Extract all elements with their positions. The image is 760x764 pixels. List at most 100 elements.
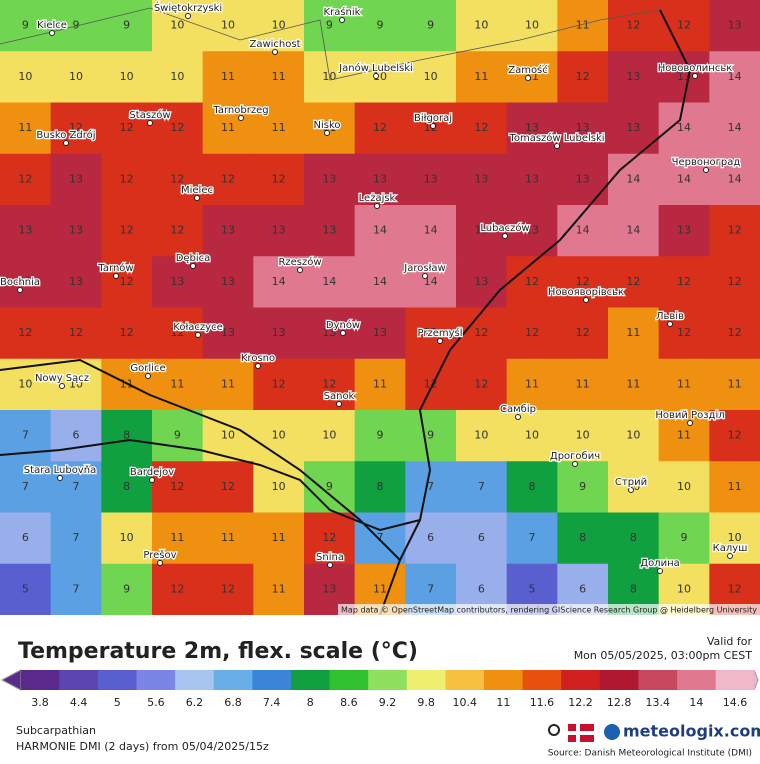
temp-value: 6 <box>427 531 434 544</box>
temp-cell <box>253 307 305 360</box>
city-dot <box>502 233 508 239</box>
temp-cell <box>101 563 153 616</box>
city-label: Rzeszów <box>278 256 321 268</box>
temp-cell <box>0 307 52 360</box>
temp-cell <box>709 256 760 308</box>
flag-cross <box>568 731 594 735</box>
city-label: Tarnobrzeg <box>212 105 268 116</box>
city-dot <box>63 140 69 146</box>
colorbar-tick-label: 4.4 <box>70 696 88 709</box>
city-dot <box>374 203 380 209</box>
valid-time: Mon 05/05/2025, 03:00pm CEST <box>574 649 753 662</box>
colorbar-swatch <box>252 670 292 690</box>
temp-cell <box>101 256 153 308</box>
temp-cell <box>0 256 52 308</box>
city-dot <box>628 487 634 493</box>
colorbar-swatch <box>638 670 678 690</box>
city-label: Sanok <box>324 391 355 402</box>
temp-value: 9 <box>377 19 384 32</box>
temp-value: 12 <box>474 377 488 390</box>
temp-value: 11 <box>576 19 590 32</box>
temp-cell <box>101 205 153 257</box>
colorbar-swatch <box>329 670 369 690</box>
temp-value: 8 <box>529 480 536 493</box>
temp-value: 12 <box>120 326 134 339</box>
temp-value: 11 <box>677 377 691 390</box>
colorbar-tick-label: 8.6 <box>340 696 358 709</box>
temp-cell <box>557 307 609 360</box>
temp-cell <box>658 307 710 360</box>
temp-value: 11 <box>272 70 286 83</box>
temp-value: 13 <box>474 275 488 288</box>
temp-value: 8 <box>123 429 130 442</box>
colorbar-arrow-left <box>0 669 22 691</box>
city-dot <box>373 73 379 79</box>
temp-cell <box>50 51 102 103</box>
temp-value: 11 <box>576 377 590 390</box>
temp-cell <box>405 51 457 103</box>
city-label: Zamość <box>508 64 548 76</box>
temp-value: 11 <box>728 377 742 390</box>
city-label: Самбір <box>500 403 536 415</box>
city-dot <box>430 123 436 129</box>
temp-value: 7 <box>529 531 536 544</box>
city-dot <box>272 49 278 55</box>
temp-value: 14 <box>373 275 387 288</box>
temp-value: 13 <box>474 172 488 185</box>
temp-cell <box>506 461 558 513</box>
city-dot <box>583 297 589 303</box>
city-dot <box>59 383 65 389</box>
colorbar-tick-label: 11.6 <box>530 696 555 709</box>
city-dot <box>49 30 55 36</box>
city-dot <box>145 373 151 379</box>
temp-cell <box>304 0 356 52</box>
temp-value: 13 <box>677 224 691 237</box>
temp-value: 12 <box>728 224 742 237</box>
temp-cell <box>557 102 609 155</box>
colorbar-tick-label: 5.6 <box>147 696 165 709</box>
temp-value: 9 <box>174 429 181 442</box>
temp-cell <box>709 205 760 257</box>
temp-cell <box>557 153 609 206</box>
temp-cell <box>152 512 204 565</box>
temp-value: 10 <box>272 429 286 442</box>
map <box>0 0 760 616</box>
temp-cell <box>152 563 204 616</box>
city-label: Świętokrzyski <box>154 1 222 14</box>
temp-cell <box>456 512 508 565</box>
colorbar-tick-label: 9.8 <box>417 696 435 709</box>
city-dot <box>515 414 521 420</box>
temp-cell <box>354 0 406 52</box>
temp-value: 8 <box>123 480 130 493</box>
city-label: Львів <box>656 310 684 322</box>
city-label: Staszów <box>129 109 170 121</box>
city-label: Kielce <box>37 20 67 31</box>
city-label: Калуш <box>713 543 748 554</box>
temp-value: 14 <box>322 275 336 288</box>
temp-value: 12 <box>728 326 742 339</box>
temp-value: 13 <box>18 275 32 288</box>
temp-value: 10 <box>677 480 691 493</box>
temp-value: 11 <box>18 121 32 134</box>
temp-cell <box>658 256 710 308</box>
temp-cell <box>506 512 558 565</box>
city-label: Biłgoraj <box>414 113 452 124</box>
city-label: Dębica <box>176 253 211 264</box>
temp-cell <box>101 461 153 513</box>
temp-value: 10 <box>728 531 742 544</box>
temp-value: 9 <box>326 19 333 32</box>
temp-value: 14 <box>677 172 691 185</box>
temp-cell <box>253 563 305 616</box>
temp-cell <box>608 256 660 308</box>
city-dot <box>339 17 345 23</box>
city-label: Tarnów <box>97 262 133 274</box>
temp-cell <box>202 461 254 513</box>
temp-cell <box>456 205 508 257</box>
city-label: Krosno <box>241 353 275 364</box>
city-dot <box>57 475 63 481</box>
temp-value: 12 <box>221 480 235 493</box>
temp-cell <box>152 461 204 513</box>
search-icon[interactable] <box>548 724 560 736</box>
city-label: Стрий <box>615 477 647 488</box>
city-label: Nisko <box>313 120 340 131</box>
